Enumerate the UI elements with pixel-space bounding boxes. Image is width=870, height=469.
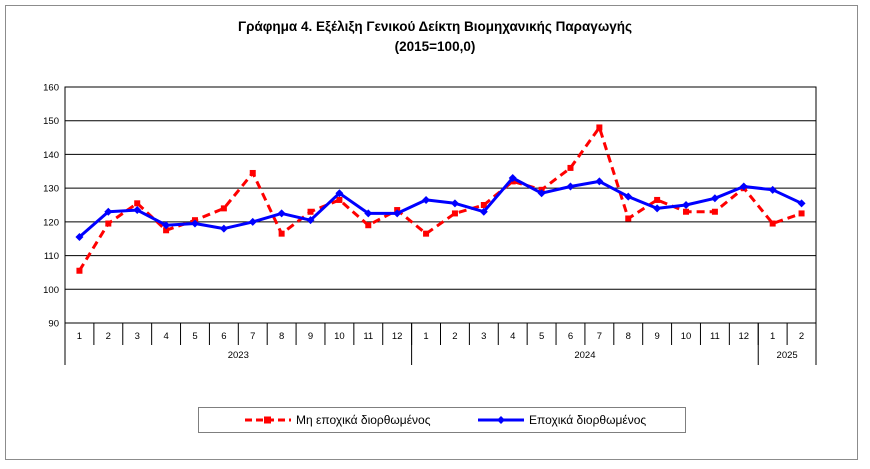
data-point-sa bbox=[75, 233, 84, 242]
series-line-sa bbox=[78, 176, 803, 239]
data-point-sa bbox=[190, 219, 199, 228]
data-point-sa bbox=[595, 177, 604, 186]
chart-title-line: Γράφημα 4. Εξέλιξη Γενικού Δείκτη Βιομηχ… bbox=[237, 19, 632, 34]
x-tick-label: 2 bbox=[452, 331, 457, 342]
data-point-sa bbox=[306, 216, 315, 225]
legend-label-sa: Εποχικά διορθωμένος bbox=[529, 413, 647, 427]
legend-label-nsa: Μη εποχικά διορθωμένος bbox=[296, 413, 431, 427]
data-point-nsa bbox=[596, 124, 603, 131]
data-point-nsa bbox=[307, 208, 314, 215]
year-label: 2025 bbox=[777, 350, 798, 361]
data-point-sa bbox=[797, 199, 806, 208]
data-point-nsa bbox=[451, 210, 458, 217]
chart-subtitle: (2015=100,0) bbox=[394, 39, 476, 54]
y-tick-label: 160 bbox=[43, 83, 59, 94]
x-tick-label: 3 bbox=[135, 331, 140, 342]
data-point-sa bbox=[450, 199, 459, 208]
chart-legend: Μη εποχικά διορθωμένος Εποχικά διορθωμέν… bbox=[198, 407, 686, 433]
data-point-nsa bbox=[567, 164, 574, 171]
data-point-sa bbox=[566, 182, 575, 191]
plot-area bbox=[64, 86, 817, 324]
year-label: 2023 bbox=[228, 350, 249, 361]
data-point-nsa bbox=[480, 202, 487, 208]
data-point-sa bbox=[479, 207, 488, 216]
series-line-nsa bbox=[78, 126, 803, 272]
y-tick-label: 130 bbox=[43, 184, 59, 195]
legend-item-sa: Εποχικά διορθωμένος bbox=[476, 408, 646, 432]
x-tick-label: 6 bbox=[568, 331, 573, 342]
legend-swatch-sa bbox=[478, 416, 524, 424]
legend-item-nsa: Μη εποχικά διορθωμένος bbox=[243, 408, 431, 432]
data-point-sa bbox=[682, 201, 691, 209]
data-point-sa bbox=[422, 195, 431, 204]
x-tick-label: 11 bbox=[710, 331, 720, 342]
data-point-nsa bbox=[769, 220, 776, 227]
x-tick-label: 10 bbox=[681, 331, 692, 342]
x-tick-label: 11 bbox=[363, 331, 373, 342]
x-tick-label: 5 bbox=[192, 331, 197, 342]
data-point-nsa bbox=[220, 205, 227, 212]
data-point-sa bbox=[219, 224, 228, 233]
x-tick-label: 1 bbox=[77, 331, 82, 342]
data-point-sa bbox=[624, 192, 633, 201]
x-tick-label: 2 bbox=[799, 331, 804, 342]
y-tick-label: 150 bbox=[43, 116, 59, 127]
data-point-sa bbox=[508, 174, 517, 183]
data-point-sa bbox=[768, 185, 777, 194]
x-tick-label: 1 bbox=[423, 331, 428, 342]
data-point-nsa bbox=[134, 200, 141, 207]
x-tick-label: 9 bbox=[308, 331, 313, 342]
x-tick-label: 1 bbox=[770, 331, 775, 342]
chart-frame bbox=[5, 5, 858, 460]
data-point-nsa bbox=[625, 215, 632, 222]
data-point-sa bbox=[739, 182, 748, 191]
x-tick-label: 12 bbox=[392, 331, 403, 342]
data-point-nsa bbox=[105, 220, 112, 227]
year-label: 2024 bbox=[574, 350, 595, 361]
x-tick-label: 2 bbox=[106, 331, 111, 342]
y-tick-label: 110 bbox=[44, 251, 59, 262]
x-tick-label: 4 bbox=[163, 331, 168, 342]
data-point-nsa bbox=[278, 230, 285, 237]
data-point-nsa bbox=[76, 267, 83, 274]
x-tick-label: 5 bbox=[539, 331, 544, 342]
x-tick-label: 7 bbox=[250, 331, 255, 342]
x-tick-label: 12 bbox=[738, 331, 749, 342]
data-point-sa bbox=[104, 207, 113, 216]
data-point-sa bbox=[277, 209, 286, 218]
x-tick-label: 8 bbox=[626, 331, 631, 342]
data-point-sa bbox=[248, 217, 257, 226]
x-tick-label: 7 bbox=[597, 331, 602, 342]
x-tick-label: 10 bbox=[334, 331, 345, 342]
x-tick-label: 9 bbox=[654, 331, 659, 342]
x-tick-label: 4 bbox=[510, 331, 515, 342]
data-point-sa bbox=[393, 209, 402, 218]
data-point-nsa bbox=[249, 169, 256, 176]
y-tick-label: 100 bbox=[43, 285, 59, 296]
data-point-sa bbox=[162, 221, 171, 230]
data-point-sa bbox=[537, 189, 546, 198]
data-point-nsa bbox=[336, 196, 343, 203]
x-tick-label: 8 bbox=[279, 331, 284, 342]
x-tick-label: 3 bbox=[481, 331, 486, 342]
data-point-nsa bbox=[365, 222, 372, 229]
data-point-sa bbox=[653, 204, 662, 213]
data-point-nsa bbox=[798, 210, 805, 217]
legend-swatch-nsa bbox=[245, 416, 291, 424]
data-point-nsa bbox=[163, 227, 170, 234]
data-point-nsa bbox=[654, 196, 661, 203]
data-point-nsa bbox=[711, 208, 718, 215]
data-point-nsa bbox=[423, 230, 430, 237]
x-tick-label: 6 bbox=[221, 331, 226, 342]
y-tick-label: 120 bbox=[43, 217, 59, 228]
data-point-sa bbox=[133, 206, 142, 215]
data-point-sa bbox=[364, 209, 373, 218]
data-point-nsa bbox=[683, 208, 690, 215]
chart-title: Γράφημα 4. Εξέλιξη Γενικού Δείκτη Βιομηχ… bbox=[0, 17, 870, 57]
y-tick-label: 90 bbox=[48, 319, 59, 330]
y-tick-label: 140 bbox=[43, 150, 59, 161]
data-point-sa bbox=[710, 194, 719, 203]
data-point-sa bbox=[335, 189, 344, 198]
